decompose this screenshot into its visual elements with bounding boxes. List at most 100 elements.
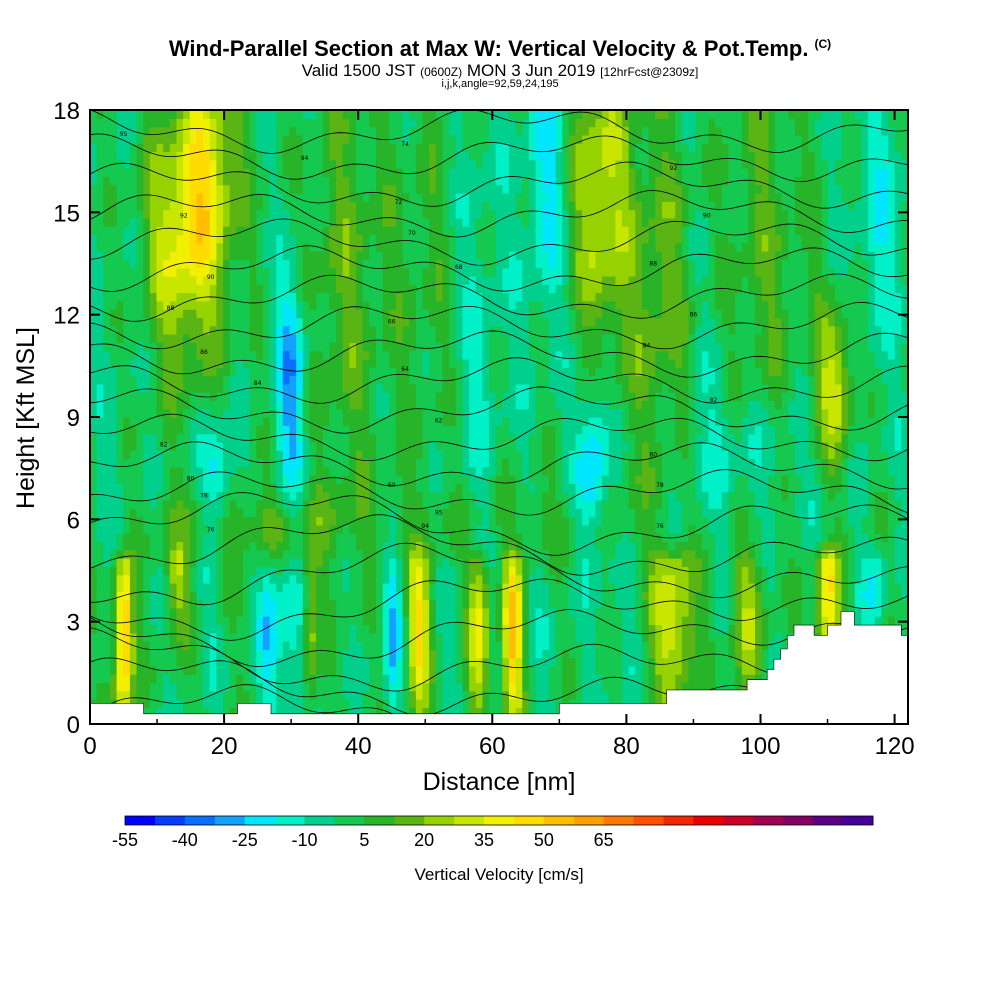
velocity-cell: [422, 450, 430, 460]
velocity-cell: [755, 433, 763, 443]
velocity-cell: [289, 566, 297, 576]
velocity-cell: [814, 533, 823, 543]
velocity-cell: [216, 392, 224, 402]
velocity-cell: [96, 558, 104, 567]
velocity-cell: [622, 541, 630, 551]
velocity-cell: [741, 466, 749, 476]
velocity-cell: [482, 624, 490, 634]
velocity-cell: [276, 408, 284, 418]
velocity-cell: [109, 591, 118, 601]
velocity-cell: [668, 441, 676, 451]
velocity-cell: [568, 466, 577, 476]
velocity-cell: [435, 433, 444, 443]
velocity-cell: [462, 466, 470, 476]
velocity-cell: [382, 483, 390, 493]
velocity-cell: [103, 682, 111, 692]
velocity-cell: [196, 417, 204, 426]
velocity-cell: [296, 524, 304, 534]
velocity-cell: [469, 591, 477, 601]
velocity-cell: [402, 383, 410, 393]
velocity-cell: [375, 483, 384, 493]
velocity-cell: [149, 533, 158, 543]
velocity-cell: [449, 524, 457, 534]
velocity-cell: [608, 466, 616, 476]
velocity-cell: [475, 632, 483, 642]
velocity-cell: [435, 408, 444, 418]
velocity-cell: [868, 441, 876, 451]
velocity-cell: [868, 508, 876, 518]
velocity-cell: [442, 599, 450, 609]
velocity-cell: [522, 707, 530, 717]
velocity-cell: [854, 582, 863, 592]
velocity-cell: [449, 400, 457, 410]
velocity-cell: [375, 549, 384, 559]
velocity-cell: [688, 558, 696, 567]
velocity-cell: [681, 682, 690, 692]
velocity-cell: [708, 433, 716, 443]
velocity-cell: [469, 483, 477, 493]
velocity-cell: [648, 632, 656, 642]
velocity-cell: [761, 425, 769, 435]
velocity-cell: [96, 433, 104, 443]
velocity-cell: [475, 641, 483, 650]
velocity-cell: [143, 524, 151, 534]
velocity-cell: [462, 641, 470, 650]
velocity-cell: [103, 483, 111, 493]
velocity-cell: [349, 574, 357, 584]
velocity-cell: [389, 649, 397, 659]
velocity-cell: [628, 582, 636, 592]
velocity-cell: [602, 657, 610, 667]
velocity-cell: [681, 499, 690, 509]
velocity-cell: [415, 665, 424, 675]
velocity-cell: [748, 508, 756, 518]
velocity-cell: [868, 408, 876, 418]
velocity-cell: [296, 400, 304, 410]
velocity-cell: [781, 466, 789, 476]
velocity-cell: [628, 591, 636, 601]
velocity-cell: [728, 616, 736, 626]
velocity-cell: [661, 574, 670, 584]
velocity-cell: [695, 558, 703, 567]
velocity-cell: [522, 417, 530, 426]
velocity-cell: [781, 607, 789, 617]
velocity-cell: [628, 508, 636, 518]
velocity-cell: [469, 508, 477, 518]
velocity-cell: [608, 682, 616, 692]
velocity-cell: [568, 533, 577, 543]
velocity-cell: [96, 690, 104, 700]
velocity-cell: [449, 558, 457, 567]
velocity-cell: [369, 632, 377, 642]
velocity-cell: [269, 491, 277, 501]
velocity-cell: [269, 616, 277, 626]
velocity-cell: [249, 533, 257, 543]
velocity-cell: [901, 392, 908, 402]
velocity-cell: [475, 491, 483, 501]
velocity-cell: [535, 591, 543, 601]
velocity-cell: [828, 450, 836, 460]
velocity-cell: [701, 665, 710, 675]
velocity-cell: [223, 665, 231, 675]
velocity-cell: [389, 549, 397, 559]
velocity-cell: [888, 591, 896, 601]
velocity-cell: [322, 574, 331, 584]
velocity-cell: [183, 549, 191, 559]
velocity-cell: [455, 524, 464, 534]
velocity-cell: [209, 533, 217, 543]
velocity-cell: [774, 433, 783, 443]
velocity-cell: [848, 508, 856, 518]
velocity-cell: [489, 516, 497, 526]
velocity-cell: [143, 674, 151, 684]
velocity-cell: [741, 400, 749, 410]
velocity-cell: [269, 574, 277, 584]
velocity-cell: [542, 541, 550, 551]
velocity-cell: [236, 433, 244, 443]
velocity-cell: [768, 475, 776, 484]
velocity-cell: [868, 466, 876, 476]
velocity-cell: [781, 632, 789, 642]
velocity-cell: [236, 674, 244, 684]
velocity-cell: [901, 458, 908, 468]
velocity-cell: [715, 417, 723, 426]
velocity-cell: [841, 400, 849, 410]
velocity-cell: [495, 649, 503, 659]
velocity-cell: [688, 508, 696, 518]
